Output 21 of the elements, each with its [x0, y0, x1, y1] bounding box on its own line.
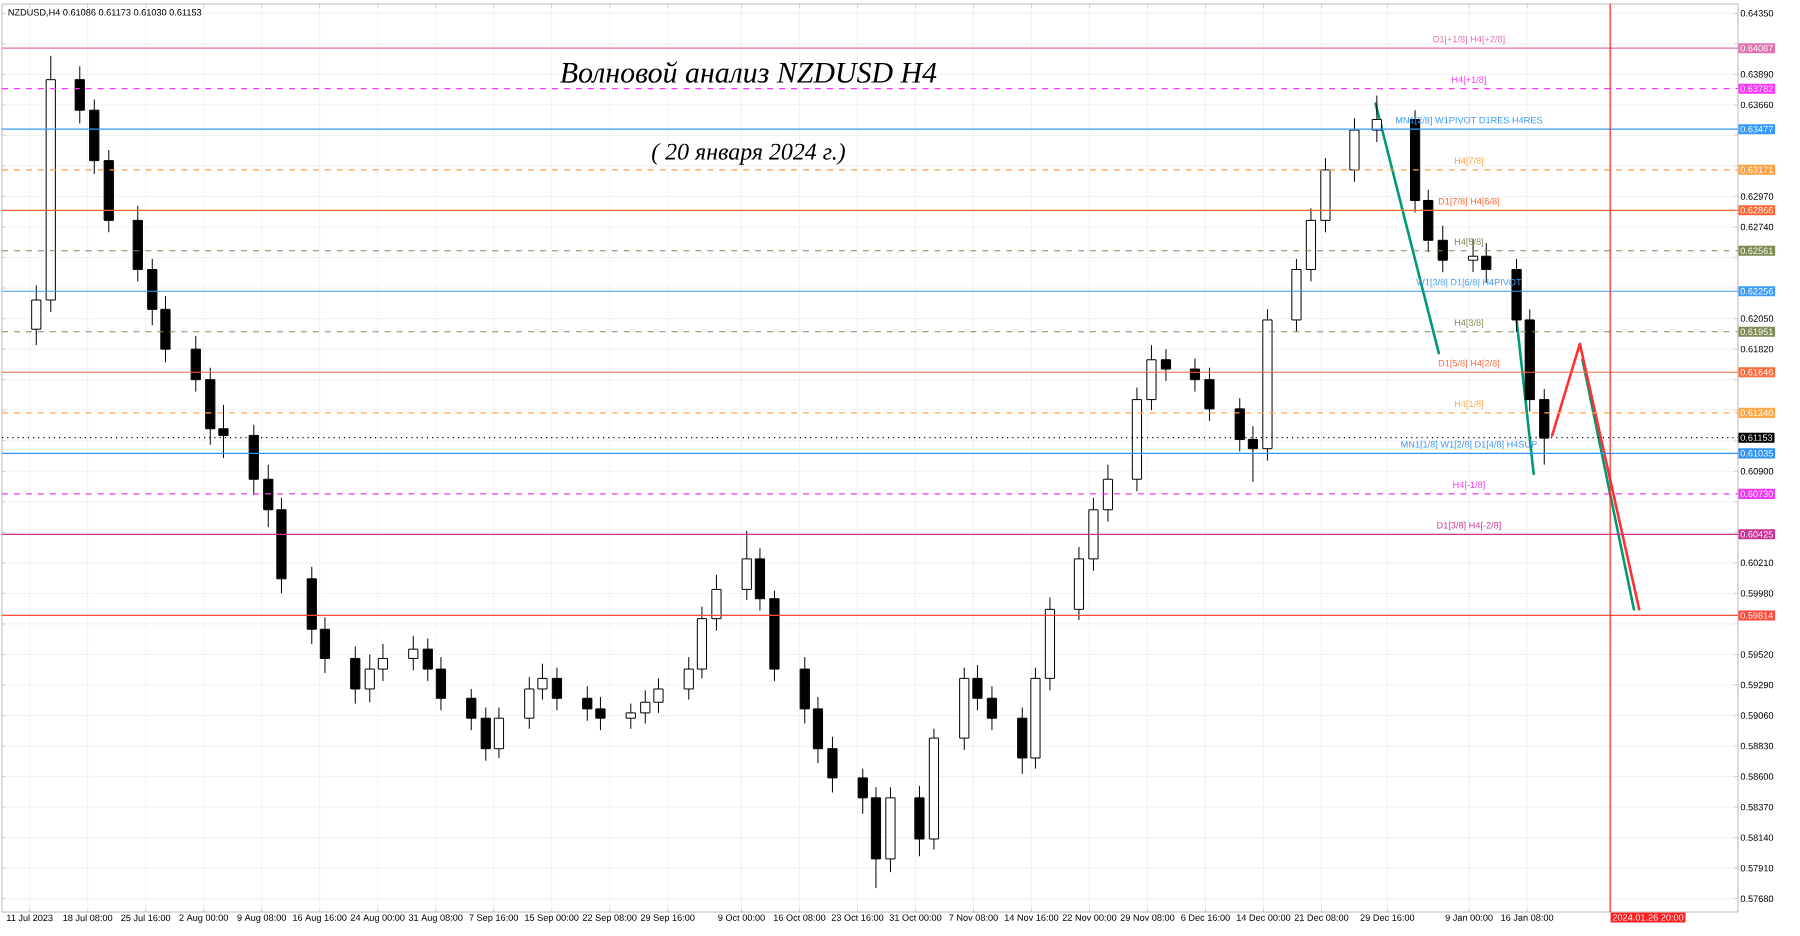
candlestick: [1349, 117, 1360, 183]
candlestick: [74, 65, 85, 124]
candlestick: [827, 736, 838, 794]
candlestick: [986, 685, 998, 731]
candlestick: [1204, 367, 1215, 422]
candlestick: [466, 688, 477, 731]
candlestick: [551, 667, 563, 711]
text: ( 20 января 2024 г.): [652, 142, 845, 165]
candlestick: [350, 646, 361, 705]
text: Волновой анализ NZDUSD H4: [560, 61, 937, 83]
candlestick: [31, 284, 42, 346]
candlestick: [1146, 344, 1157, 411]
candlestick: [711, 574, 722, 632]
candlestick: [190, 335, 201, 393]
candlestick: [1102, 464, 1114, 523]
candlestick: [1160, 348, 1172, 382]
candlestick: [1371, 95, 1382, 143]
candlestick: [914, 785, 925, 857]
candlestick: [625, 703, 636, 730]
candlestick: [408, 635, 419, 671]
candlestick: [1189, 357, 1201, 393]
